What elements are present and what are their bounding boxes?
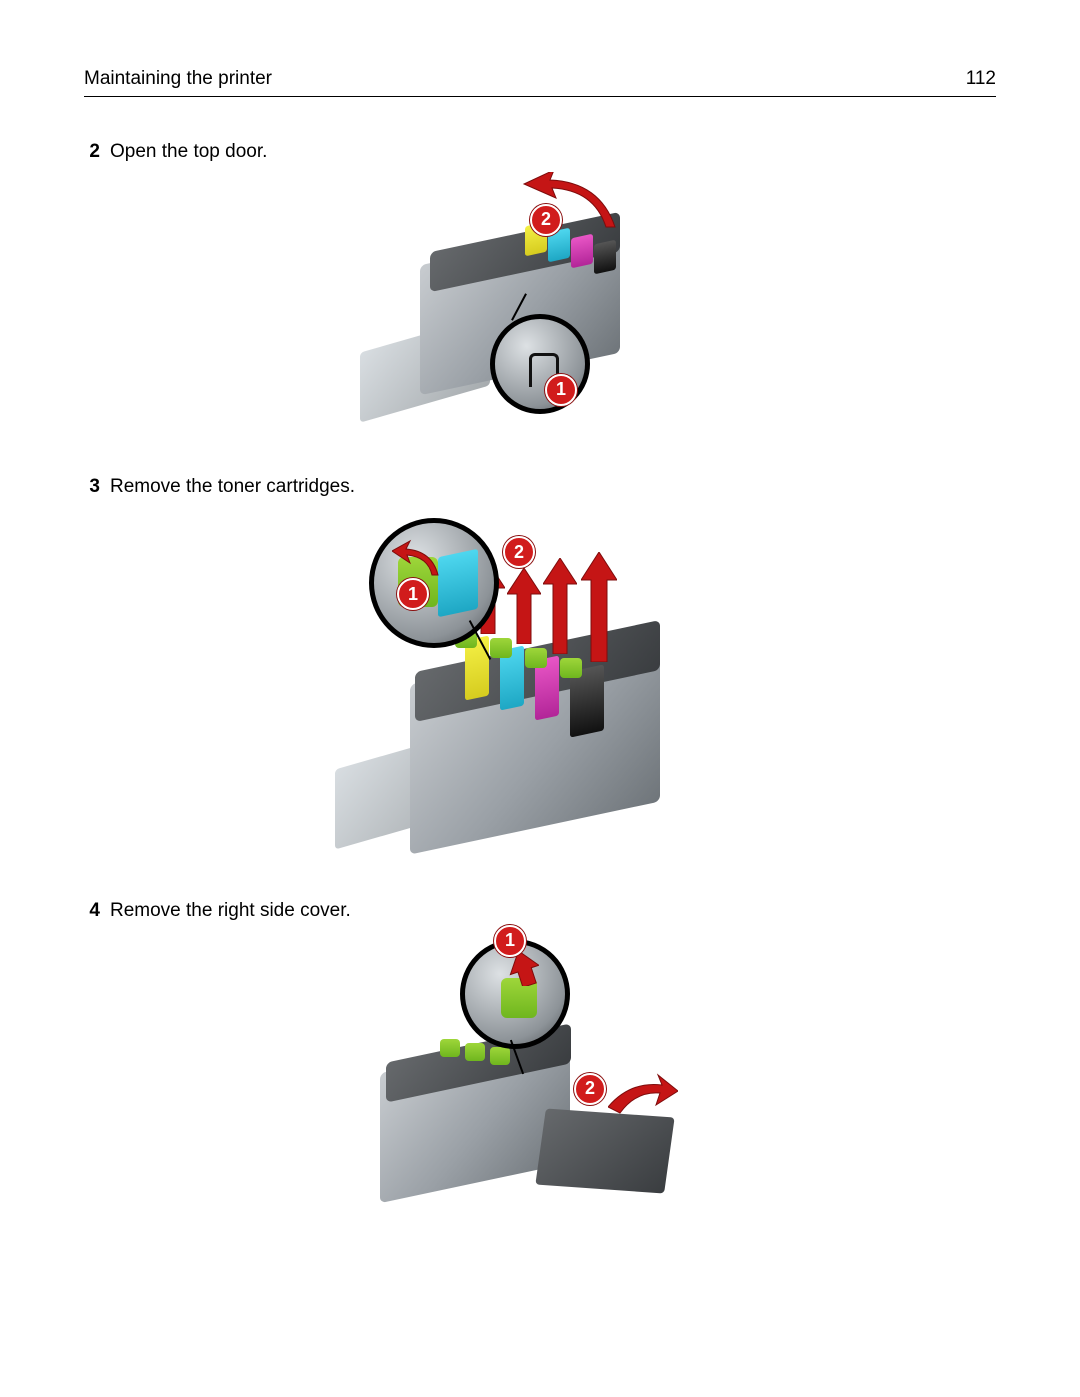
step-text: Remove the toner cartridges. xyxy=(110,474,355,501)
section-title: Maintaining the printer xyxy=(84,68,272,90)
step4-badge-2: 2 xyxy=(574,1073,606,1105)
step2-badge-2: 2 xyxy=(530,204,562,236)
step3-badge-1: 1 xyxy=(397,578,429,610)
step-4: 4 Remove the right side cover. xyxy=(84,898,996,925)
step-number: 3 xyxy=(84,474,100,501)
page-header: Maintaining the printer 112 xyxy=(84,68,996,97)
figure-step-4: 1 2 xyxy=(84,943,996,1233)
step-2: 2 Open the top door. xyxy=(84,139,996,166)
step4-badge-1: 1 xyxy=(494,925,526,957)
figure-step-2: 1 2 xyxy=(84,184,996,444)
figure-step-3: 1 2 xyxy=(84,518,996,868)
step3-badge-2: 2 xyxy=(503,536,535,568)
step2-badge-1: 1 xyxy=(545,374,577,406)
step-text: Open the top door. xyxy=(110,139,267,166)
step-number: 2 xyxy=(84,139,100,166)
page-number: 112 xyxy=(966,68,996,90)
step-number: 4 xyxy=(84,898,100,925)
step-text: Remove the right side cover. xyxy=(110,898,351,925)
step-3: 3 Remove the toner cartridges. xyxy=(84,474,996,501)
